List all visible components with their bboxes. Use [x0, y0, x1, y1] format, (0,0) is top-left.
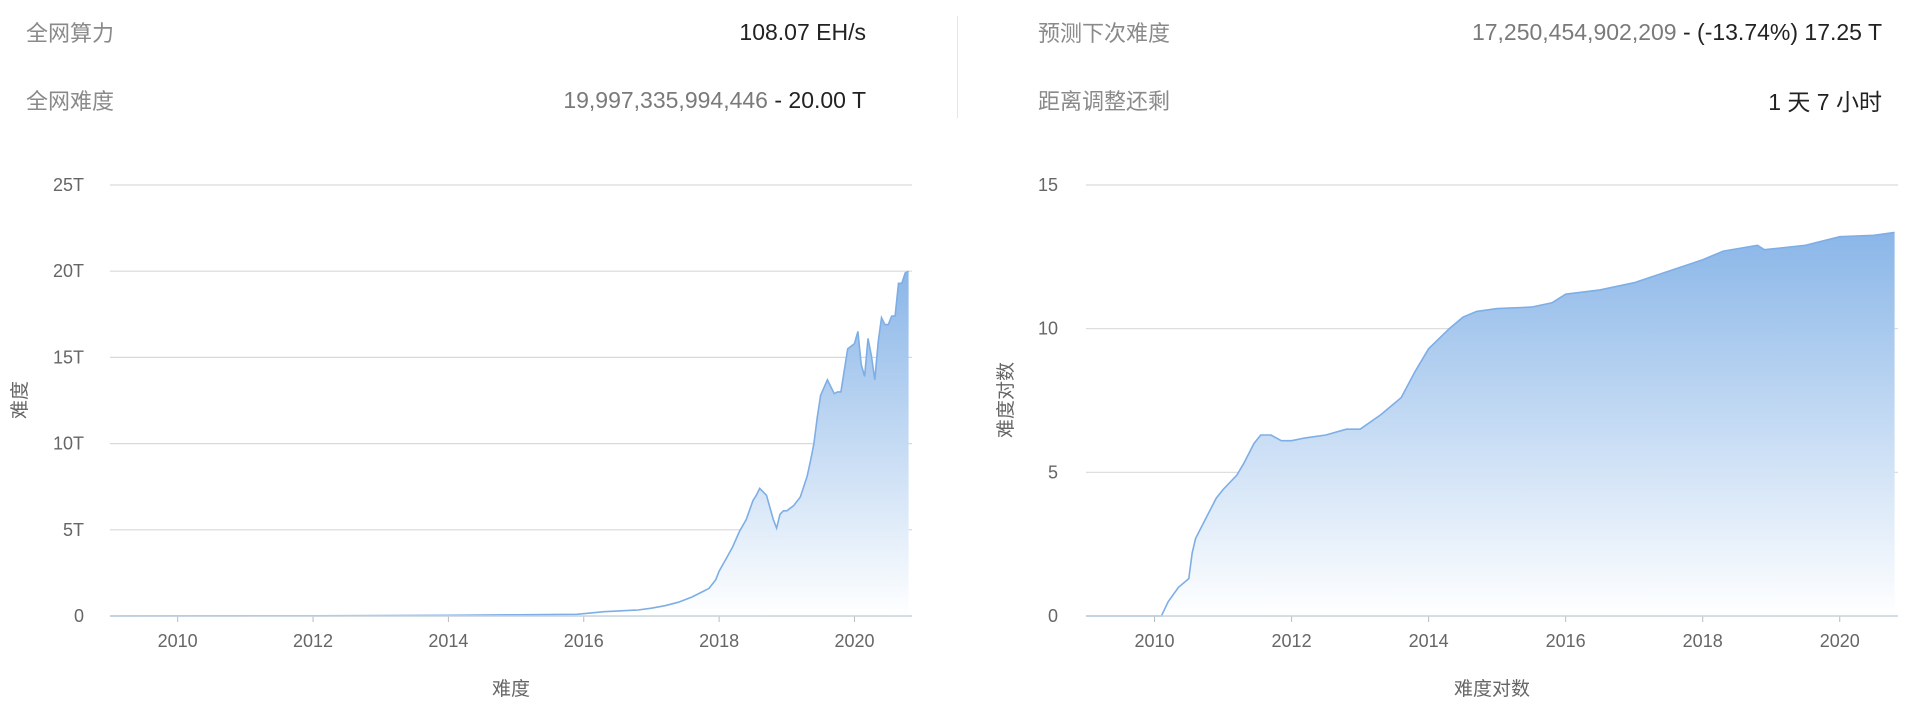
- log-x-tick-label: 2010: [1134, 631, 1174, 651]
- log-area-series: [1086, 232, 1895, 616]
- next-difficulty-value: 17,250,454,902,209 - (-13.74%) 17.25 T: [1472, 19, 1882, 46]
- next-difficulty-label: 预测下次难度: [1038, 21, 1171, 46]
- difficulty-chart-svg: 0 5T 10T 15T 20T 25T 2010 2012 2014 2016 2018 2020 难…: [9, 175, 912, 700]
- hashrate-label: 全网算力: [26, 21, 115, 46]
- difficulty-number: 19,997,335,994,446: [563, 86, 768, 113]
- difficulty-suffix: - 20.00 T: [774, 86, 866, 113]
- difficulty-row: 全网难度 19,997,335,994,446 - 20.00 T: [26, 82, 866, 118]
- difficulty-y-tick-label: 20T: [53, 261, 84, 281]
- hashrate-value: 108.07 EH/s: [739, 18, 866, 45]
- log-x-tick-label: 2012: [1272, 631, 1312, 651]
- difficulty-x-axis-title: 难度: [492, 678, 530, 700]
- difficulty-value: 19,997,335,994,446 - 20.00 T: [563, 87, 866, 114]
- log-line-series: [1086, 231, 1895, 617]
- difficulty-y-axis-title: 难度: [9, 381, 31, 419]
- difficulty-y-tick-label: 5T: [63, 520, 84, 540]
- log-y-axis-title: 难度对数: [995, 362, 1017, 438]
- difficulty-chart: 0 5T 10T 15T 20T 25T 2010 2012 2014 2016 2018 2020 难…: [0, 150, 940, 717]
- difficulty-y-tick-label: 25T: [53, 175, 84, 195]
- difficulty-x-tick-label: 2012: [293, 631, 333, 651]
- log-x-tick-label: 2020: [1820, 631, 1860, 651]
- next-difficulty-number: 17,250,454,902,209: [1471, 18, 1677, 45]
- log-x-tick-label: 2016: [1546, 631, 1586, 651]
- time-left-value: 1 天 7 小时: [1768, 89, 1882, 115]
- difficulty-x-tick-label: 2016: [564, 631, 604, 651]
- difficulty-x-tick-label: 2010: [158, 631, 198, 651]
- hashrate-row: 全网算力 108.07 EH/s: [26, 14, 866, 50]
- next-difficulty-row: 预测下次难度 17,250,454,902,209 - (-13.74%) 17…: [1038, 14, 1882, 50]
- log-x-axis-title: 难度对数: [1454, 678, 1530, 700]
- difficulty-y-tick-label: 10T: [53, 434, 84, 454]
- time-left-row: 距离调整还剩 1 天 7 小时: [1038, 82, 1882, 118]
- difficulty-y-tick-label: 15T: [53, 347, 84, 367]
- log-x-tick-label: 2014: [1409, 631, 1449, 651]
- difficulty-label: 全网难度: [26, 89, 115, 114]
- difficulty-x-tick-label: 2018: [699, 631, 739, 651]
- time-left-label: 距离调整还剩: [1038, 89, 1171, 114]
- log-y-tick-label: 10: [1038, 319, 1058, 339]
- log-x-tick-label: 2018: [1683, 631, 1723, 651]
- difficulty-area-series: [110, 271, 909, 616]
- next-difficulty-suffix: - (-13.74%) 17.25 T: [1682, 18, 1882, 45]
- stats-divider: [957, 16, 958, 118]
- difficulty-x-tick-label: 2014: [428, 631, 468, 651]
- difficulty-line-series: [109, 270, 909, 617]
- difficulty-x-tick-label: 2020: [834, 631, 874, 651]
- log-y-tick-label: 0: [1048, 606, 1058, 626]
- difficulty-log-chart: 0 5 10 15 2010 2012 2014 2016 2018 2020 难度对数 难度对数: [990, 150, 1920, 717]
- log-y-tick-label: 5: [1048, 462, 1058, 482]
- stats-panel: 全网算力 108.07 EH/s 全网难度 19,997,335,994,446…: [0, 0, 1920, 125]
- log-y-tick-label: 15: [1038, 175, 1058, 195]
- difficulty-y-tick-label: 0: [74, 606, 84, 626]
